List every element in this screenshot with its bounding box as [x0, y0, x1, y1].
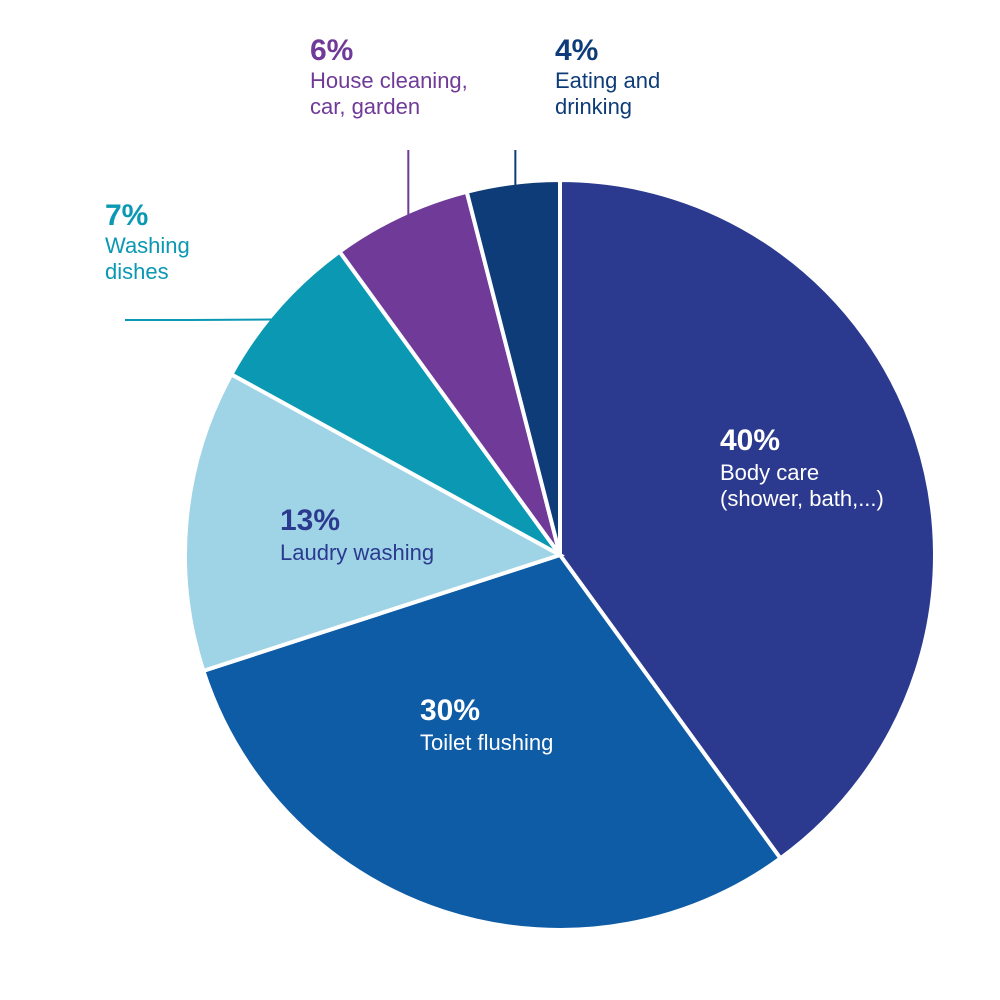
pct-eating-drinking: 4% [555, 34, 598, 67]
leader-washing-dishes [125, 319, 293, 320]
desc-washing-dishes-line0: Washing [105, 233, 190, 258]
pct-laundry-washing: 13% [280, 504, 340, 537]
desc-eating-drinking-line0: Eating and [555, 68, 660, 93]
pct-washing-dishes: 7% [105, 199, 148, 232]
desc-washing-dishes-line1: dishes [105, 259, 169, 284]
desc-toilet-flushing-line0: Toilet flushing [420, 730, 553, 755]
pct-body-care: 40% [720, 424, 780, 457]
pct-toilet-flushing: 30% [420, 694, 480, 727]
desc-house-cleaning-line1: car, garden [310, 94, 420, 119]
desc-laundry-washing-line0: Laudry washing [280, 540, 434, 565]
pct-house-cleaning: 6% [310, 34, 353, 67]
desc-eating-drinking-line1: drinking [555, 94, 632, 119]
pie-chart: 40% Body care(shower, bath,...) 30% Toilet … [0, 0, 1000, 1000]
desc-body-care-line0: Body care [720, 460, 819, 485]
desc-body-care-line1: (shower, bath,...) [720, 486, 884, 511]
desc-house-cleaning-line0: House cleaning, [310, 68, 468, 93]
